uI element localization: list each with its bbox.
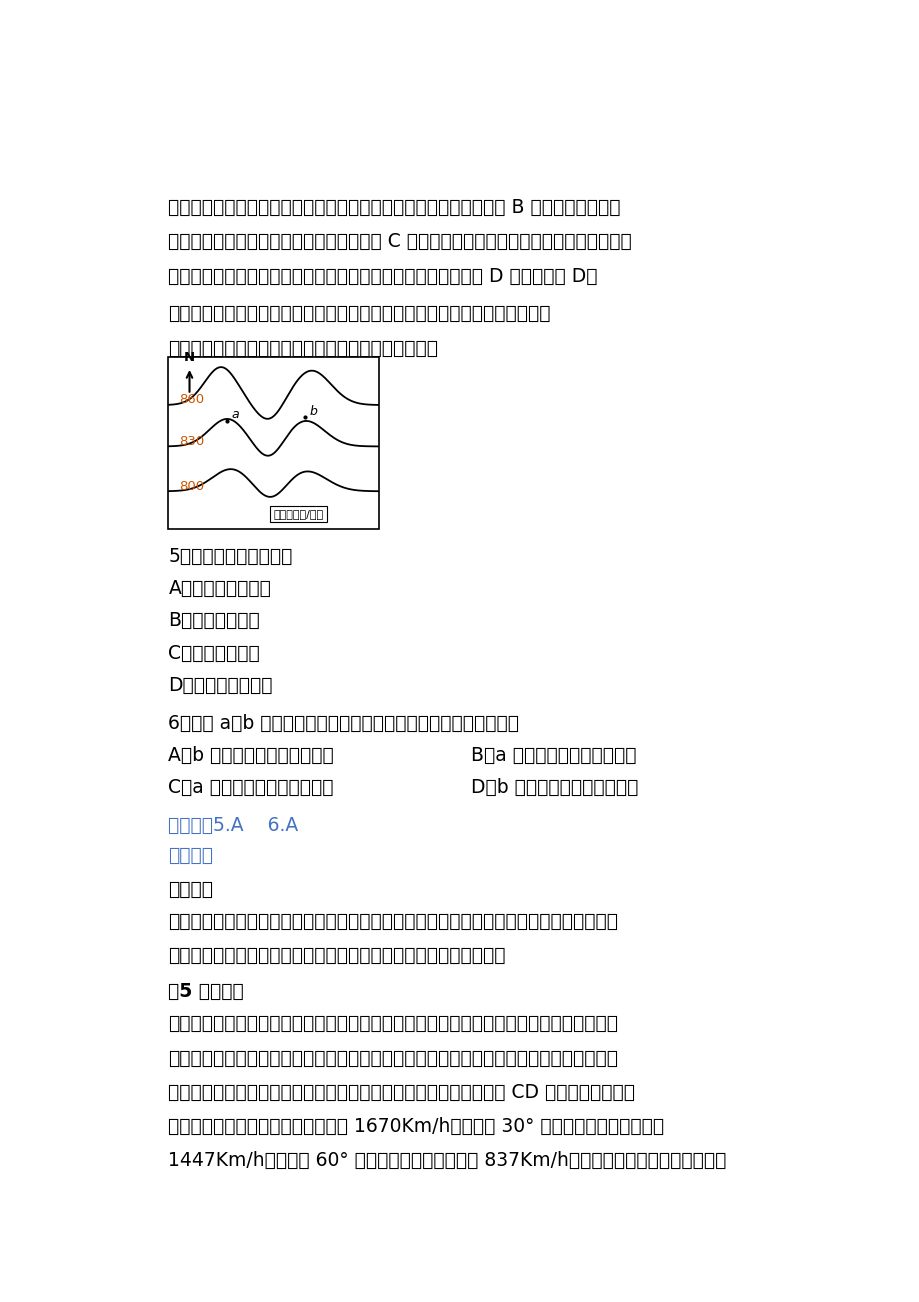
Text: 读地球表面自转线速度等値线分布图，回答下列各题。: 读地球表面自转线速度等値线分布图，回答下列各题。 xyxy=(168,339,438,358)
Text: 自转线速度是逐渐减小的，在南半球自北向南其自转线速度是逐渐减小的，读图可知图示区: 自转线速度是逐渐减小的，在南半球自北向南其自转线速度是逐渐减小的，读图可知图示区 xyxy=(168,1048,618,1068)
Text: 识可知赤道之上地球的自转线速度为 1670Km/h，南北纬 30° 之上地球的自转线速度为: 识可知赤道之上地球的自转线速度为 1670Km/h，南北纬 30° 之上地球的自… xyxy=(168,1117,664,1135)
Text: N: N xyxy=(184,350,195,363)
Text: D．b 点地势低，自转线速度大: D．b 点地势低，自转线速度大 xyxy=(471,777,638,797)
Text: C．a 点地势低，自转线速度大: C．a 点地势低，自转线速度大 xyxy=(168,777,334,797)
Text: 合所学知识可知太阳辐射属于短波辐射，地面辐射属于长波辐射，故 B 错误；太阳辐射的: 合所学知识可知太阳辐射属于短波辐射，地面辐射属于长波辐射，故 B 错误；太阳辐射… xyxy=(168,198,620,217)
Text: B．a 点地势高，自转线速度大: B．a 点地势高，自转线速度大 xyxy=(471,746,636,764)
Text: 【解析】: 【解析】 xyxy=(168,846,213,865)
Text: C．北半球中纬度: C．北半球中纬度 xyxy=(168,643,260,663)
Text: A．南半球中高纬度: A．南半球中高纬度 xyxy=(168,579,271,599)
Text: 能量主要集中在波长较短的可见光部分，故 C 错误；结合所学知识可知风能、生物能、煎、: 能量主要集中在波长较短的可见光部分，故 C 错误；结合所学知识可知风能、生物能、… xyxy=(168,233,631,251)
Text: 860: 860 xyxy=(179,393,204,406)
Text: 石油、天然气等能源均是由太阳能直接或者间接转换而来的，故 D 正确。故选 D。: 石油、天然气等能源均是由太阳能直接或者间接转换而来的，故 D 正确。故选 D。 xyxy=(168,267,597,285)
Text: a: a xyxy=(232,408,239,421)
Text: 【答案】5.A    6.A: 【答案】5.A 6.A xyxy=(168,816,299,835)
Text: 单位：千米/小时: 单位：千米/小时 xyxy=(274,509,323,518)
Text: 5．图示区域大部分位于: 5．图示区域大部分位于 xyxy=(168,547,292,566)
Text: 830: 830 xyxy=(179,435,204,448)
Text: 识，主要考查了考生获取解读地理信息、调动运用地理知识的能力。: 识，主要考查了考生获取解读地理信息、调动运用地理知识的能力。 xyxy=(168,947,505,965)
Text: 【分析】: 【分析】 xyxy=(168,880,213,900)
Text: D．北半球中高纬度: D．北半球中高纬度 xyxy=(168,676,273,694)
Text: 【点睛】煎炭、石油、天然气这些能源是典型的由太阳能直间接转换而来的。: 【点睛】煎炭、石油、天然气这些能源是典型的由太阳能直间接转换而来的。 xyxy=(168,303,550,323)
Text: 【5 题详解】: 【5 题详解】 xyxy=(168,982,244,1001)
Text: 800: 800 xyxy=(179,479,204,492)
Text: A．b 点地势高，自转线速度大: A．b 点地势高，自转线速度大 xyxy=(168,746,334,764)
Text: 结合所学知识可知地球的自转线速度是从赤道向两极逐渐降低的，在北半球从南向北地球的: 结合所学知识可知地球的自转线速度是从赤道向两极逐渐降低的，在北半球从南向北地球的 xyxy=(168,1014,618,1034)
Text: B．南半球中纬度: B．南半球中纬度 xyxy=(168,612,260,630)
Text: b: b xyxy=(309,405,317,418)
Bar xyxy=(168,357,379,529)
Text: 域的自转线速度是自北向南逐渐减小的，可知该区域位于南半球，故 CD 错误，结合所学知: 域的自转线速度是自北向南逐渐减小的，可知该区域位于南半球，故 CD 错误，结合所… xyxy=(168,1082,635,1101)
Text: 1447Km/h，南北纬 60° 之上地球的自转线速度为 837Km/h，由图示区域的自转线速度以及: 1447Km/h，南北纬 60° 之上地球的自转线速度为 837Km/h，由图示… xyxy=(168,1151,726,1169)
Text: 本题以地球表面自转线速度等値线分布图为背景材料，考查了地球运动的一般特点的相关知: 本题以地球表面自转线速度等値线分布图为背景材料，考查了地球运动的一般特点的相关知 xyxy=(168,913,618,931)
Text: 6．图中 a、b 两点纬度相同，但地球自转的线速度明显不同原因是: 6．图中 a、b 两点纬度相同，但地球自转的线速度明显不同原因是 xyxy=(168,713,519,733)
